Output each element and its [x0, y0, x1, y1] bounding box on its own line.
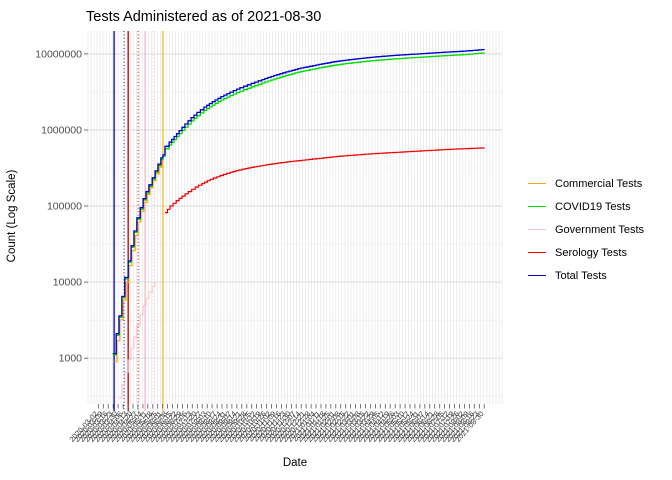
y-axis-title: Count (Log Scale)	[6, 169, 18, 262]
legend-label: Commercial Tests	[555, 177, 643, 190]
legend-line-swatch	[528, 275, 546, 276]
y-tick-label: 10000	[53, 277, 82, 289]
series-line-serology-tests	[165, 147, 485, 214]
y-tick-label: 1000	[59, 353, 83, 365]
legend-line-swatch	[528, 183, 546, 184]
legend-label: Serology Tests	[555, 246, 627, 259]
legend-label: COVID19 Tests	[555, 200, 631, 213]
y-tick-label: 100000	[47, 201, 82, 213]
axis-ticks	[84, 53, 485, 409]
y-tick-label: 10000000	[35, 48, 82, 60]
legend-item-total-tests: Total Tests	[520, 264, 644, 287]
legend-item-covid19-tests: COVID19 Tests	[520, 195, 644, 218]
legend-line-swatch	[528, 229, 546, 230]
data-series	[112, 48, 485, 399]
legend-label: Total Tests	[555, 269, 607, 282]
series-line-government-tests	[119, 281, 156, 399]
legend-item-commercial-tests: Commercial Tests	[520, 172, 644, 195]
series-line-total-tests	[112, 48, 485, 355]
legend-item-government-tests: Government Tests	[520, 218, 644, 241]
legend-item-serology-tests: Serology Tests	[520, 241, 644, 264]
y-tick-labels: 10000000 1000000 100000 10000 1000	[35, 48, 82, 364]
annotation-vlines	[113, 31, 164, 411]
y-tick-label: 1000000	[41, 125, 82, 137]
gridlines	[87, 31, 503, 404]
chart-title: Tests Administered as of 2021-08-30	[86, 9, 321, 25]
series-line-commercial-tests	[114, 157, 164, 363]
legend: Commercial Tests COVID19 Tests Government …	[520, 172, 644, 287]
series-line-covid19-tests	[112, 52, 485, 356]
x-tick-labels: 2020-03-022020-03-092020-03-162020-03-23…	[67, 409, 485, 444]
legend-line-swatch	[528, 206, 546, 207]
legend-label: Government Tests	[555, 223, 645, 236]
x-axis-title: Date	[283, 457, 307, 469]
legend-line-swatch	[528, 252, 546, 253]
